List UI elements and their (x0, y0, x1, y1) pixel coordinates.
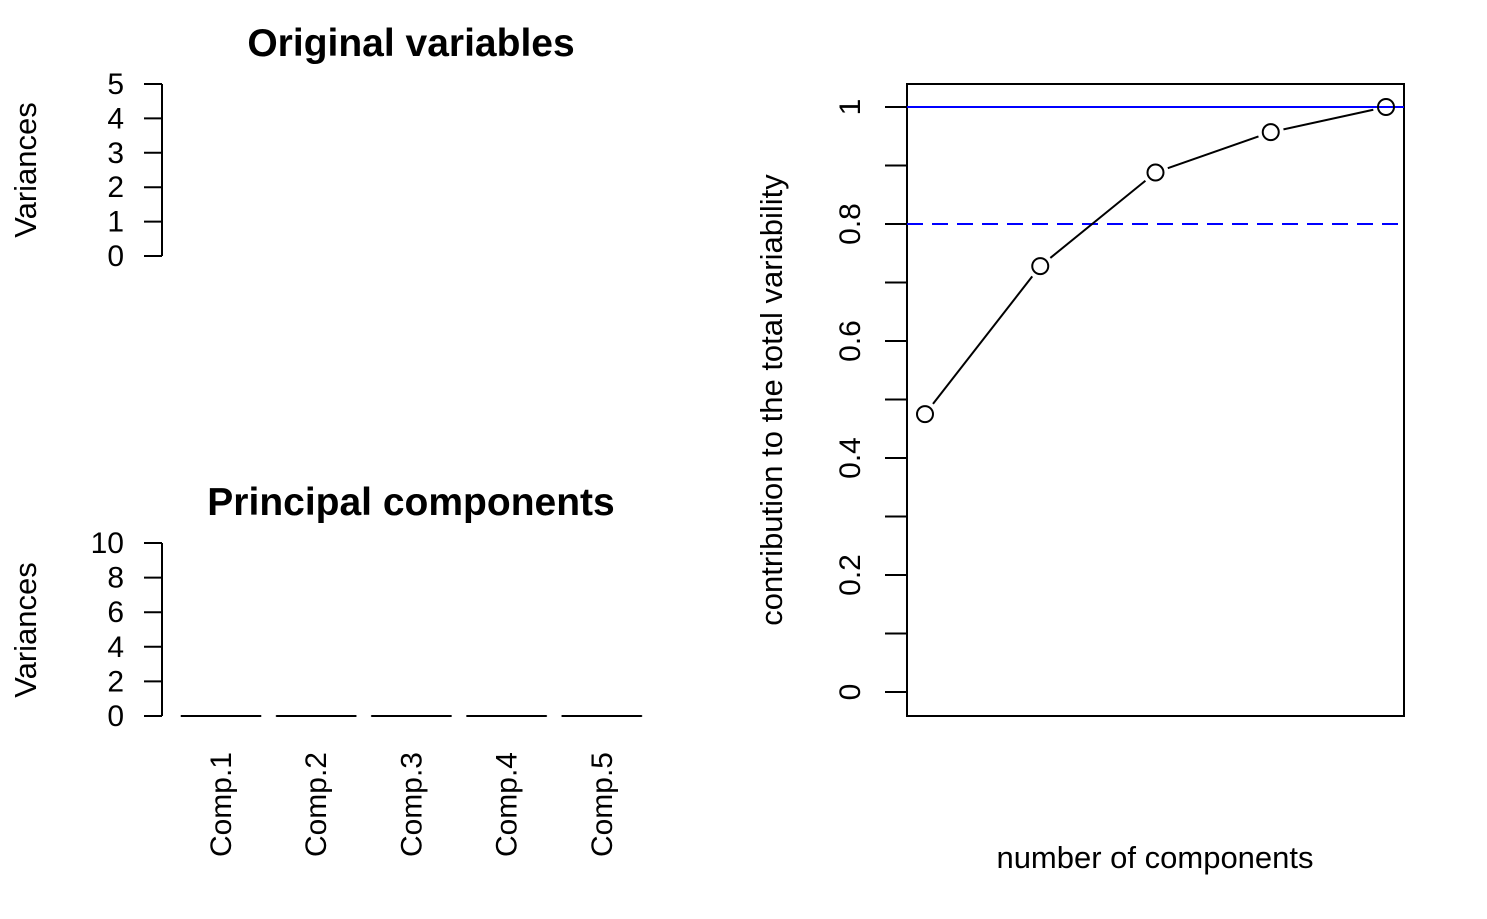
cumulative-y-tick-label-1: 0.2 (834, 554, 867, 596)
category-label-3: Comp.4 (491, 752, 524, 857)
original-variables-y-axis-label: Variances (8, 102, 43, 238)
principal-components-y-tick-label-0: 0 (107, 700, 124, 733)
principal-components-y-tick-label-1: 2 (107, 665, 124, 698)
cumulative-variability-panel: contribution to the total variability nu… (754, 83, 1405, 875)
cumulative-y-axis: 0 0.2 0.4 0.6 0.8 1 (834, 99, 907, 701)
original-variables-y-tick-label-5: 5 (107, 68, 124, 101)
category-label-2: Comp.3 (395, 752, 428, 857)
category-label-1: Comp.2 (300, 752, 333, 857)
original-variables-title: Original variables (247, 22, 574, 65)
cumulative-y-tick-label-4: 0.8 (834, 203, 867, 245)
principal-components-y-tick-label-3: 6 (107, 596, 124, 629)
category-label-4: Comp.5 (586, 752, 619, 857)
cumulative-y-tick-label-2: 0.4 (834, 437, 867, 479)
cumulative-y-tick-label-3: 0.6 (834, 320, 867, 362)
original-variables-y-tick-label-2: 2 (107, 171, 124, 204)
original-variables-y-tick-label-1: 1 (107, 206, 124, 239)
series-segment-1 (1049, 179, 1147, 259)
series-segment-3 (1283, 108, 1374, 131)
original-variables-y-tick-label-3: 3 (107, 137, 124, 170)
data-point-5 (1377, 98, 1395, 116)
series-segment-2 (1167, 135, 1259, 170)
data-point-1 (916, 405, 934, 424)
cumulative-series (916, 98, 1395, 424)
principal-components-y-axis-label: Variances (8, 562, 43, 698)
principal-components-y-tick-label-4: 8 (107, 562, 124, 595)
category-label-0: Comp.1 (205, 752, 238, 857)
series-segment-0 (932, 275, 1034, 405)
principal-components-bars: Comp.1 Comp.2 Comp.3 Comp.4 Comp.5 (180, 715, 643, 857)
original-variables-y-tick-label-0: 0 (107, 240, 124, 273)
cumulative-y-axis-label: contribution to the total variability (754, 174, 789, 626)
principal-components-y-tick-label-2: 4 (107, 631, 124, 664)
data-point-3 (1146, 163, 1165, 182)
plot-frame (906, 83, 1405, 717)
data-point-2 (1031, 257, 1050, 276)
principal-components-title: Principal components (207, 481, 614, 524)
data-point-4 (1261, 123, 1280, 142)
cumulative-x-axis-label: number of components (996, 840, 1313, 875)
reference-lines (907, 106, 1404, 225)
cumulative-y-tick-label-5: 1 (834, 99, 867, 116)
principal-components-y-tick-label-5: 10 (91, 527, 124, 560)
cumulative-y-tick-label-0: 0 (834, 684, 867, 701)
original-variables-y-tick-label-4: 4 (107, 102, 124, 135)
